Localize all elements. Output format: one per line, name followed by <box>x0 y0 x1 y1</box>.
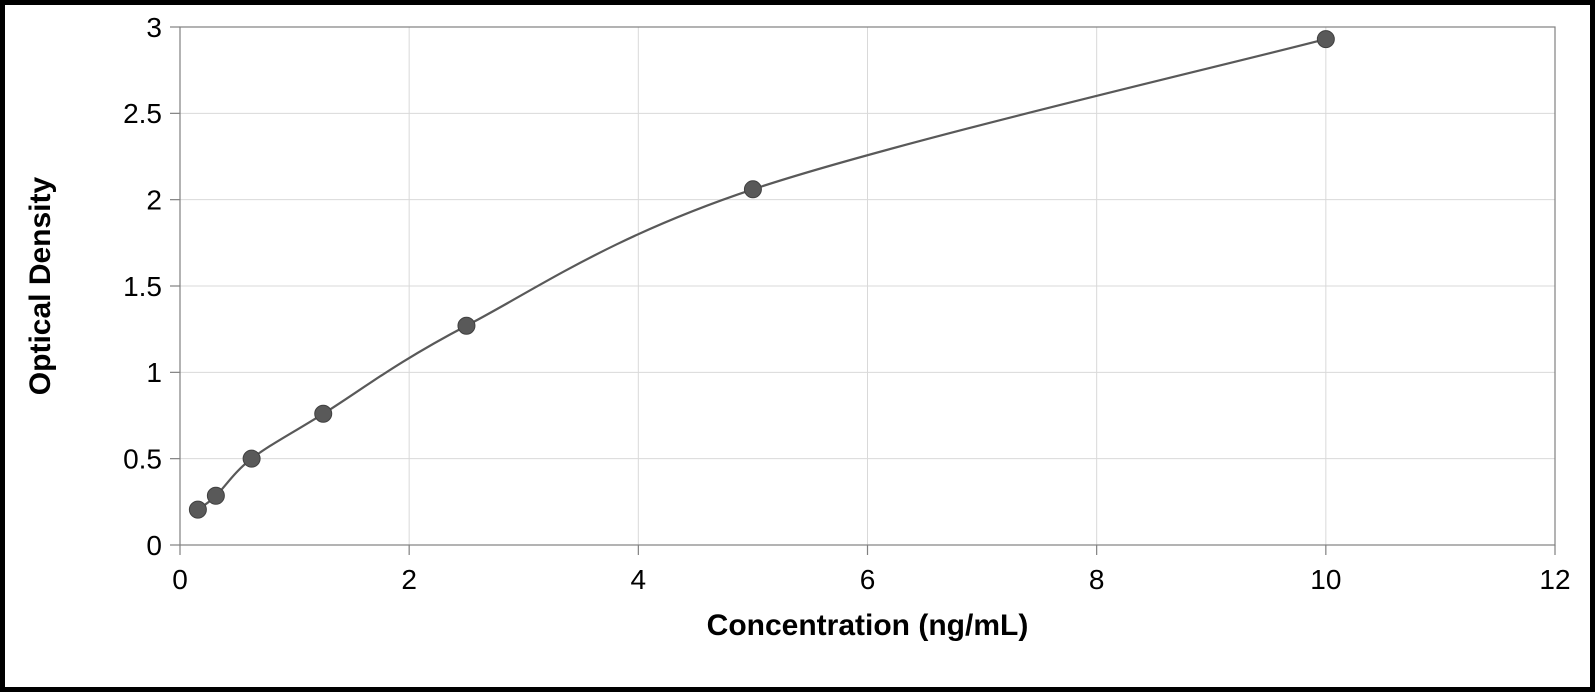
data-point <box>189 501 206 518</box>
x-tick-label: 8 <box>1089 564 1105 595</box>
chart-background <box>5 5 1590 687</box>
data-point <box>207 487 224 504</box>
x-tick-label: 2 <box>401 564 417 595</box>
data-point <box>458 317 475 334</box>
x-tick-label: 6 <box>860 564 876 595</box>
y-tick-label: 3 <box>146 12 162 43</box>
x-tick-label: 4 <box>631 564 647 595</box>
x-axis-label: Concentration (ng/mL) <box>707 609 1029 642</box>
data-point <box>1317 31 1334 48</box>
data-point <box>744 181 761 198</box>
y-tick-label: 2.5 <box>123 98 162 129</box>
y-tick-label: 0 <box>146 530 162 561</box>
y-tick-label: 1 <box>146 357 162 388</box>
x-tick-label: 12 <box>1539 564 1570 595</box>
data-point <box>315 405 332 422</box>
y-tick-label: 0.5 <box>123 443 162 474</box>
y-tick-label: 1.5 <box>123 271 162 302</box>
x-tick-label: 0 <box>172 564 188 595</box>
chart-outer-frame: 0 2 4 6 8 10 12 0 0.5 1 1.5 2 2.5 3 Concentration (ng/… <box>0 0 1595 692</box>
x-tick-label: 10 <box>1310 564 1341 595</box>
data-point <box>243 450 260 467</box>
y-axis-label: Optical Density <box>24 176 57 395</box>
y-tick-label: 2 <box>146 184 162 215</box>
chart-container: 0 2 4 6 8 10 12 0 0.5 1 1.5 2 2.5 3 Concentration (ng/… <box>5 5 1590 687</box>
chart-svg: 0 2 4 6 8 10 12 0 0.5 1 1.5 2 2.5 3 Concentration (ng/… <box>5 5 1590 687</box>
